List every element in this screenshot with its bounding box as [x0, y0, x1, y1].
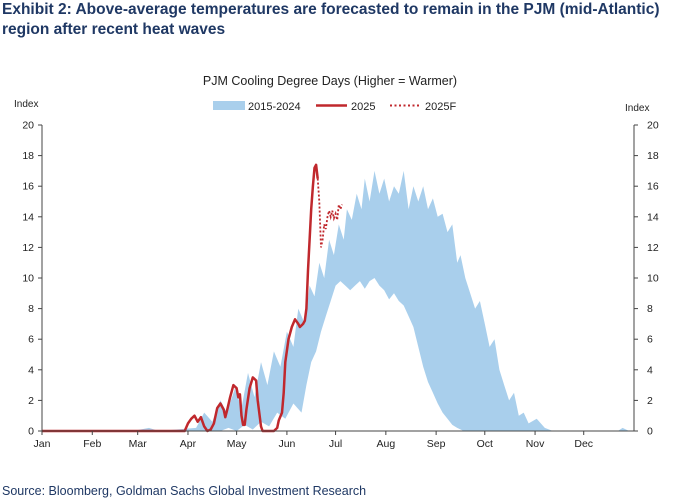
- x-tick-label-mar: Mar: [129, 438, 148, 450]
- y-tick-label-left: 20: [22, 120, 34, 132]
- y-tick-label-right: 14: [647, 211, 659, 223]
- y-axis-label-right: Index: [625, 103, 649, 114]
- y-tick-label-left: 6: [28, 334, 34, 346]
- chart: PJM Cooling Degree Days (Higher = Warmer…: [14, 74, 659, 451]
- y-tick-label-right: 4: [647, 364, 653, 376]
- x-tick-label-jul: Jul: [329, 438, 342, 450]
- y-tick-label-right: 0: [647, 426, 653, 438]
- y-tick-label-right: 18: [647, 150, 659, 162]
- y-tick-label-left: 10: [22, 273, 34, 285]
- y-tick-label-left: 14: [22, 211, 34, 223]
- x-tick-label-apr: Apr: [180, 438, 197, 450]
- y-tick-label-right: 10: [647, 273, 659, 285]
- chart-title: PJM Cooling Degree Days (Higher = Warmer…: [203, 74, 457, 88]
- series-forecast-2025F: [316, 178, 343, 248]
- y-tick-label-right: 6: [647, 334, 653, 346]
- x-tick-label-oct: Oct: [477, 438, 493, 450]
- legend: 2015-2024 2025 2025F: [213, 101, 456, 113]
- legend-forecast-label: 2025F: [425, 101, 456, 113]
- legend-actual-label: 2025: [351, 101, 375, 113]
- x-tick-label-may: May: [227, 438, 248, 450]
- plot-area: [42, 163, 630, 433]
- x-tick-label-dec: Dec: [574, 438, 593, 450]
- y-tick-label-left: 16: [22, 181, 34, 193]
- source-note: Source: Bloomberg, Goldman Sachs Global …: [2, 484, 367, 498]
- y-tick-label-left: 8: [28, 303, 34, 315]
- axes: 0 0 2 2 4 4 6 6 8 8 10 10 12 12 14 14 16 16 18 18 20 20 Jan Feb…: [22, 120, 659, 451]
- x-tick-label-aug: Aug: [377, 438, 396, 450]
- y-tick-label-left: 0: [28, 426, 34, 438]
- legend-band-swatch: [213, 101, 245, 110]
- series-band-2015-2024: [42, 170, 630, 431]
- y-tick-label-right: 2: [647, 395, 653, 407]
- x-tick-label-jun: Jun: [278, 438, 295, 450]
- y-axis-label-left: Index: [14, 99, 38, 110]
- series-line-2025: [42, 163, 319, 433]
- x-tick-label-sep: Sep: [427, 438, 446, 450]
- y-tick-label-left: 2: [28, 395, 34, 407]
- y-tick-label-right: 12: [647, 242, 659, 254]
- exhibit-title: Exhibit 2: Above-average temperatures ar…: [2, 1, 660, 38]
- y-tick-label-right: 16: [647, 181, 659, 193]
- y-tick-label-right: 20: [647, 120, 659, 132]
- y-tick-label-right: 8: [647, 303, 653, 315]
- legend-band-label: 2015-2024: [248, 101, 301, 113]
- x-tick-label-jan: Jan: [34, 438, 51, 450]
- y-tick-label-left: 4: [28, 364, 34, 376]
- y-tick-label-left: 18: [22, 150, 34, 162]
- x-tick-label-feb: Feb: [83, 438, 101, 450]
- y-tick-label-left: 12: [22, 242, 34, 254]
- x-tick-label-nov: Nov: [526, 438, 545, 450]
